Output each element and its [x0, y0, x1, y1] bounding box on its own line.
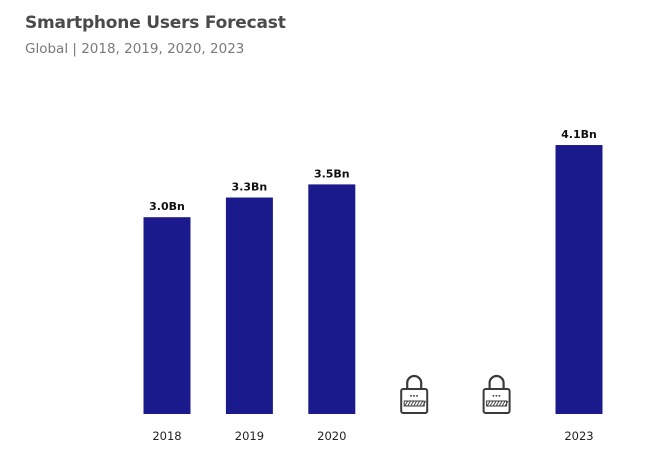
- value-label-2023: 4.1Bn: [561, 128, 597, 141]
- bar-2023: [555, 145, 603, 415]
- chart-title: Smartphone Users Forecast: [25, 13, 286, 33]
- bar-2018: [143, 217, 191, 414]
- lock-icon: [482, 374, 511, 414]
- value-label-2018: 3.0Bn: [149, 200, 185, 213]
- value-label-2019: 3.3Bn: [232, 181, 268, 194]
- chart-subtitle: Global | 2018, 2019, 2020, 2023: [25, 41, 245, 57]
- x-tick-label-2020: 2020: [317, 429, 346, 443]
- x-tick-label-2018: 2018: [152, 429, 181, 443]
- x-tick-label-2019: 2019: [235, 429, 264, 443]
- value-label-2020: 3.5Bn: [314, 167, 350, 180]
- bar-2019: [225, 197, 273, 414]
- lock-icon: [400, 374, 429, 414]
- x-tick-label-2023: 2023: [564, 429, 593, 443]
- bar-2020: [308, 184, 356, 414]
